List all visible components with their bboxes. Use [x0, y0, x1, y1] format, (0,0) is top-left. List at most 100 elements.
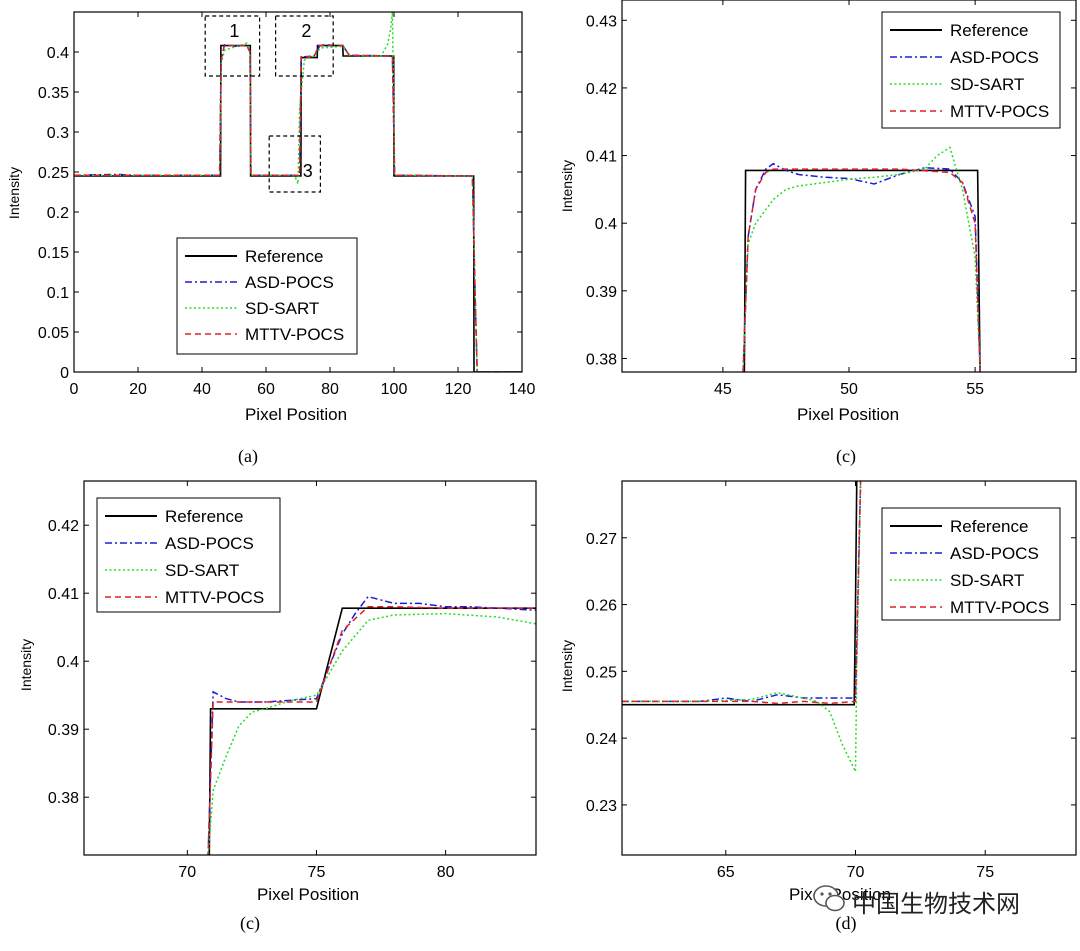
panel-b-y-axis-label: Intensity — [559, 160, 575, 212]
panel-d-y-tick-label: 0.25 — [586, 664, 617, 681]
panel-a-caption: (a) — [238, 446, 258, 467]
series-line-reference — [208, 607, 536, 855]
panel-c-x-tick-label: 75 — [308, 864, 326, 881]
panel-b: (c) Pixel Position Intensity 45 50 55 0.38 0… — [559, 0, 1077, 467]
panel-d-x-tick-label: 65 — [717, 864, 735, 881]
panel-a-x-tick-label: 140 — [509, 381, 536, 398]
panel-c-y-tick-label: 0.4 — [57, 654, 79, 671]
panel-a-x-tick-label: 80 — [321, 381, 339, 398]
panel-c: (c) Pixel Position Intensity 70 75 80 0.38 0… — [18, 480, 537, 934]
panel-a-y-tick-label: 0.2 — [47, 205, 69, 222]
panel-a-x-tick-label: 60 — [257, 381, 275, 398]
panel-a-y-tick-label: 0.4 — [47, 45, 69, 62]
panel-b-x-tick-label: 50 — [840, 381, 858, 398]
panel-a-x-tick-label: 100 — [381, 381, 408, 398]
series-line-reference — [622, 481, 858, 706]
panel-b-y-tick-label: 0.42 — [586, 81, 617, 98]
wechat-icon — [813, 885, 845, 912]
panel-b-legend: Reference ASD-POCS SD-SART MTTV-POCS — [881, 11, 1061, 129]
panel-a-y-tick-label: 0.3 — [47, 125, 69, 142]
panel-b-series-group — [742, 146, 981, 372]
panel-b-y-tick-label: 0.38 — [586, 351, 617, 368]
panel-c-y-tick-label: 0.42 — [48, 518, 79, 535]
panel-b-y-tick-label: 0.4 — [595, 216, 617, 233]
panel-d-y-tick-label: 0.27 — [586, 531, 617, 548]
series-line-asd-pocs — [207, 595, 536, 855]
panel-b-x-axis-label: Pixel Position — [797, 405, 899, 424]
legend-label-reference: Reference — [950, 21, 1028, 40]
legend-label-sd-sart: SD-SART — [165, 561, 239, 580]
panel-a-x-tick-label: 20 — [129, 381, 147, 398]
panel-a-legend: Reference ASD-POCS SD-SART MTTV-POCS — [176, 237, 358, 355]
panel-c-legend: Reference ASD-POCS SD-SART MTTV-POCS — [96, 497, 281, 613]
panel-a-y-axis-label: Intensity — [6, 167, 22, 219]
annotation-box-1 — [204, 15, 261, 77]
panel-a-x-tick-label: 0 — [70, 381, 79, 398]
watermark-text: 中国生物技术网 — [852, 890, 1020, 918]
legend-label-sd-sart: SD-SART — [950, 571, 1024, 590]
series-line-sd-sart — [622, 481, 862, 772]
panel-b-y-tick-label: 0.41 — [586, 149, 617, 166]
annotation-box-2 — [275, 15, 334, 77]
panel-a-y-tick-label: 0.05 — [38, 325, 69, 342]
panel-a-y-tick-label: 0.15 — [38, 245, 69, 262]
annotation-label-3: 3 — [303, 161, 313, 181]
series-line-reference — [743, 169, 981, 372]
legend-label-reference: Reference — [950, 517, 1028, 536]
panel-c-caption: (c) — [240, 913, 260, 934]
panel-c-frame — [83, 480, 537, 856]
legend-label-mttv-pocs: MTTV-POCS — [165, 588, 264, 607]
panel-c-x-tick-label: 70 — [178, 864, 196, 881]
panel-a-x-axis-label: Pixel Position — [245, 405, 347, 424]
annotation-label-1: 1 — [229, 21, 239, 41]
series-line-mttv-pocs — [74, 44, 522, 372]
legend-label-asd-pocs: ASD-POCS — [245, 273, 334, 292]
panel-d-x-tick-label: 75 — [976, 864, 994, 881]
panel-d-y-tick-label: 0.23 — [586, 798, 617, 815]
legend-label-reference: Reference — [245, 247, 323, 266]
panel-b-frame — [621, 0, 1077, 373]
panel-d-caption: (d) — [836, 913, 857, 934]
panel-d-y-tick-label: 0.24 — [586, 731, 617, 748]
panel-a-y-tick-label: 0.35 — [38, 85, 69, 102]
panel-c-x-axis-label: Pixel Position — [257, 885, 359, 904]
panel-d-y-tick-label: 0.26 — [586, 598, 617, 615]
legend-label-asd-pocs: ASD-POCS — [165, 534, 254, 553]
panel-a-y-tick-label: 0.25 — [38, 165, 69, 182]
legend-label-asd-pocs: ASD-POCS — [950, 48, 1039, 67]
series-line-sd-sart — [207, 612, 536, 855]
series-line-mttv-pocs — [207, 606, 536, 855]
panel-a: (a) Pixel Position Intensity 0 20 40 60 80 10… — [6, 11, 536, 467]
panel-d-frame — [621, 480, 1077, 856]
legend-label-mttv-pocs: MTTV-POCS — [950, 102, 1049, 121]
panel-c-y-tick-label: 0.41 — [48, 586, 79, 603]
legend-label-reference: Reference — [165, 507, 243, 526]
watermark: 中国生物技术网 — [813, 885, 1020, 918]
panel-d-y-axis-label: Intensity — [559, 640, 575, 692]
series-line-sd-sart — [742, 146, 981, 372]
series-line-sd-sart — [74, 12, 522, 372]
series-line-mttv-pocs — [742, 168, 981, 372]
legend-label-mttv-pocs: MTTV-POCS — [245, 325, 344, 344]
panel-d-series-group — [622, 481, 862, 772]
panel-b-x-tick-label: 45 — [714, 381, 732, 398]
series-line-asd-pocs — [622, 481, 862, 703]
panel-b-y-tick-label: 0.43 — [586, 13, 617, 30]
series-line-asd-pocs — [742, 162, 981, 372]
legend-label-mttv-pocs: MTTV-POCS — [950, 598, 1049, 617]
panel-a-frame — [73, 11, 523, 373]
legend-label-sd-sart: SD-SART — [950, 75, 1024, 94]
legend-label-asd-pocs: ASD-POCS — [950, 544, 1039, 563]
panel-a-y-tick-label: 0.1 — [47, 285, 69, 302]
panel-d: (d) Pixel Position Intensity 65 70 750.230… — [559, 480, 1077, 934]
panel-b-y-tick-label: 0.39 — [586, 284, 617, 301]
panel-a-x-tick-label: 40 — [193, 381, 211, 398]
panel-a-y-tick-label: 0 — [60, 365, 69, 382]
legend-box — [881, 11, 1061, 129]
annotation-box-3 — [268, 135, 322, 193]
panel-b-x-tick-label: 55 — [966, 381, 984, 398]
panel-c-series-group — [207, 595, 536, 855]
panel-c-y-tick-label: 0.38 — [48, 790, 79, 807]
panel-c-y-tick-label: 0.39 — [48, 722, 79, 739]
